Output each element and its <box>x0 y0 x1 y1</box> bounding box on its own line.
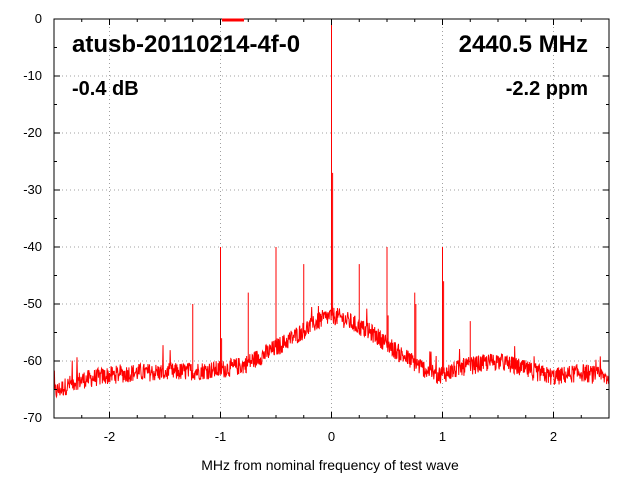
y-tick-label: -70 <box>23 410 42 425</box>
x-tick-label: -2 <box>104 429 116 444</box>
y-tick-label: -60 <box>23 353 42 368</box>
y-tick-label: -30 <box>23 182 42 197</box>
device-label: atusb-20110214-4f-0 <box>72 31 300 58</box>
spur-lines <box>192 21 471 374</box>
y-tick-label: -20 <box>23 125 42 140</box>
y-tick-label: 0 <box>35 11 42 26</box>
y-tick-label: -50 <box>23 296 42 311</box>
axis-tick-labels: -2 -1 0 1 20-10-20-30-40-50-60-70 <box>23 11 557 444</box>
y-tick-label: -40 <box>23 239 42 254</box>
x-tick-label: 1 <box>439 429 446 444</box>
y-tick-label: -10 <box>23 68 42 83</box>
x-tick-label: 0 <box>328 429 335 444</box>
x-tick-label: -1 <box>215 429 227 444</box>
x-axis-label: MHz from nominal frequency of test wave <box>201 457 459 473</box>
offset-label: -2.2 ppm <box>506 78 588 100</box>
x-tick-label: 2 <box>550 429 557 444</box>
level-label: -0.4 dB <box>72 78 139 100</box>
axis-ticks <box>53 18 610 419</box>
frequency-label: 2440.5 MHz <box>459 31 588 58</box>
